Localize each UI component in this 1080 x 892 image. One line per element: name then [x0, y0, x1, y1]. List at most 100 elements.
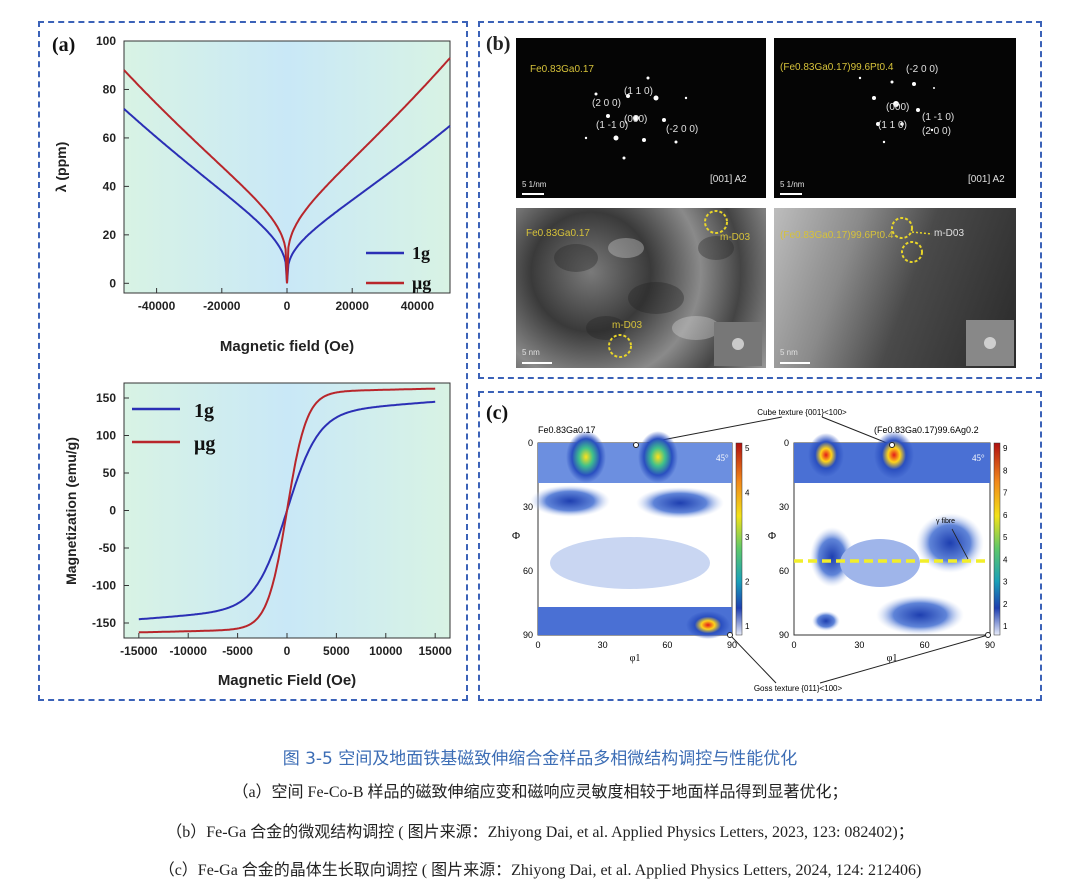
odf-phi-tick: 60	[523, 566, 533, 576]
mag-ytick: -100	[92, 579, 116, 593]
spot-000-tl: (000)	[624, 114, 648, 125]
hrtem-feGa: Fe0.83Ga0.17 m-D03 m-D03 5 nm	[516, 208, 766, 368]
panel-a-label: (a)	[52, 34, 75, 56]
magnetization-plot: -150 -100 -50 0 50 100 150 -15000 -10000 -5000 0 5…	[63, 382, 452, 689]
colorbar-tick: 1	[745, 622, 750, 631]
colorbar-tick: 5	[1003, 533, 1008, 542]
odf-phi-tick: 30	[523, 502, 533, 512]
mag-xtick: -5000	[222, 644, 253, 658]
odf-phi-tick: 0	[784, 438, 789, 448]
mag-ytick: 100	[96, 429, 116, 443]
legend-1g-bottom: 1g	[194, 400, 214, 422]
colorbar-tick: 7	[1003, 489, 1008, 498]
odf-phi-label: Φ	[768, 530, 776, 542]
legend-ug-top: μg	[412, 273, 431, 293]
caption-line-a: （a）空间 Fe-Co-B 样品的磁致伸缩应变和磁响应灵敏度相较于地面样品得到显…	[232, 784, 848, 801]
spot-200-tr: (2 0 0)	[922, 126, 951, 137]
spot-m200-tl: (-2 0 0)	[666, 124, 699, 135]
odf-phi1-label: φ1	[887, 653, 898, 664]
lambda-ylabel: λ (ppm)	[53, 142, 69, 193]
odf-phi-tick: 90	[779, 630, 789, 640]
odf-phi1-tick: 90	[985, 640, 995, 650]
odf-phi1-tick: 0	[535, 640, 540, 650]
angle-right: 45°	[972, 453, 985, 463]
panel-c-label: (c)	[486, 402, 508, 424]
lambda-ytick: 40	[103, 179, 117, 193]
diffraction-pattern-feGaPt: (Fe0.83Ga0.17)99.6Pt0.4 (-2 0 0) (000) (…	[774, 38, 1016, 198]
scale-bar-tr	[780, 193, 802, 195]
odf-svg: (c) Fe0.83Ga0.17 (Fe0.83Ga0.17)99.6Ag0.2…	[486, 402, 1008, 693]
phase-label-bl-1: m-D03	[720, 232, 751, 243]
odf-phi-label: Φ	[512, 530, 520, 542]
mag-xtick: 0	[284, 644, 291, 658]
gamma-fibre-label: γ fibre	[936, 518, 955, 525]
scale-br: 5 nm	[780, 348, 798, 357]
colorbar-tick: 1	[1003, 622, 1008, 631]
figure-title: 图 3-5 空间及地面铁基磁致伸缩合金样品多相微结构调控与性能优化	[282, 749, 798, 769]
mag-ytick: 150	[96, 391, 116, 405]
spot-110-tl: (1 1 0)	[624, 86, 653, 97]
mag-ytick: -150	[92, 616, 116, 630]
spot-000-tr: (000)	[886, 102, 910, 113]
scale-tl: 5 1/nm	[522, 180, 547, 189]
scale-bar-tl	[522, 193, 544, 195]
angle-left: 45°	[716, 453, 729, 463]
colorbar-tick: 2	[1003, 600, 1008, 609]
colorbar-tick: 4	[745, 489, 750, 498]
mag-xtick: 5000	[323, 644, 350, 658]
spot-110-tr: (1 1 0)	[878, 120, 907, 131]
colorbar-tick: 2	[745, 578, 750, 587]
lambda-ytick: 0	[109, 276, 116, 290]
legend-ug-bottom: μg	[194, 433, 215, 455]
lambda-ytick: 100	[96, 34, 116, 48]
phase-label-bl-2: m-D03	[612, 320, 643, 331]
lambda-xtick: 40000	[401, 299, 435, 313]
lambda-ytick: 60	[103, 131, 117, 145]
odf-left-title: Fe0.83Ga0.17	[538, 425, 596, 435]
mag-xtick: 15000	[418, 644, 452, 658]
spot-m200-tr: (-2 0 0)	[906, 64, 939, 75]
scale-bar-br	[780, 362, 810, 364]
panel-c: (c) Fe0.83Ga0.17 (Fe0.83Ga0.17)99.6Ag0.2…	[478, 391, 1042, 701]
odf-phi1-tick: 30	[854, 640, 864, 650]
legend-1g-top: 1g	[412, 243, 430, 263]
lambda-xtick: -20000	[203, 299, 241, 313]
lambda-xtick: 0	[284, 299, 291, 313]
cube-texture-label: Cube texture {001}<100>	[757, 408, 847, 417]
spot-1m10-tr: (1 -1 0)	[922, 112, 955, 123]
panel-a-svg: (a) 0 20 40 60 80 100 -40000 -20000 0 20000 40000…	[52, 34, 452, 689]
panel-b: (b) Fe0.83Ga0.17 (1 1 0) (2 0 0) (000) (…	[478, 21, 1042, 379]
colorbar-tick: 9	[1003, 444, 1008, 453]
odf-phi1-tick: 0	[791, 640, 796, 650]
sample-label-bl: Fe0.83Ga0.17	[526, 228, 590, 239]
lambda-xlabel: Magnetic field (Oe)	[220, 338, 354, 355]
mag-xtick: -10000	[170, 644, 208, 658]
odf-phi1-tick: 30	[598, 640, 608, 650]
mag-xtick: 10000	[369, 644, 403, 658]
lambda-xtick: -40000	[138, 299, 176, 313]
lambda-ug-curve	[123, 57, 451, 284]
mag-ylabel: Magnetization (emu/g)	[63, 437, 79, 585]
spot-200-tl: (2 0 0)	[592, 98, 621, 109]
odf-right-title: (Fe0.83Ga0.17)99.6Ag0.2	[874, 425, 979, 435]
odf-phi1-label: φ1	[630, 653, 641, 664]
sample-label-br: (Fe0.83Ga0.17)99.6Pt0.4	[780, 230, 894, 241]
colorbar-tick: 8	[1003, 466, 1008, 475]
odf-phi-tick: 90	[523, 630, 533, 640]
mag-ug-curve	[138, 387, 436, 634]
lambda-ytick: 20	[103, 228, 117, 242]
hrtem-feGaPt: (Fe0.83Ga0.17)99.6Pt0.4 m-D03 5 nm	[774, 208, 1016, 368]
colorbar-tick: 3	[1003, 578, 1008, 587]
diffraction-pattern-feGa: Fe0.83Ga0.17 (1 1 0) (2 0 0) (000) (1 -1…	[516, 38, 766, 198]
odf-left-map: 45° 5 4 3 2 1	[530, 431, 750, 639]
sample-label-tl: Fe0.83Ga0.17	[530, 64, 594, 75]
odf-right-map: γ fibre 45° 9 8 7 6 5 4 3 2 1	[793, 431, 1008, 638]
odf-phi-tick: 0	[528, 438, 533, 448]
panel-b-label: (b)	[486, 33, 511, 55]
zone-axis-tl: [001] A2	[710, 174, 747, 185]
odf-phi1-tick: 60	[662, 640, 672, 650]
odf-phi1-tick: 90	[727, 640, 737, 650]
mag-ytick: 0	[109, 504, 116, 518]
spot-1m10-tl: (1 -1 0)	[596, 120, 629, 131]
